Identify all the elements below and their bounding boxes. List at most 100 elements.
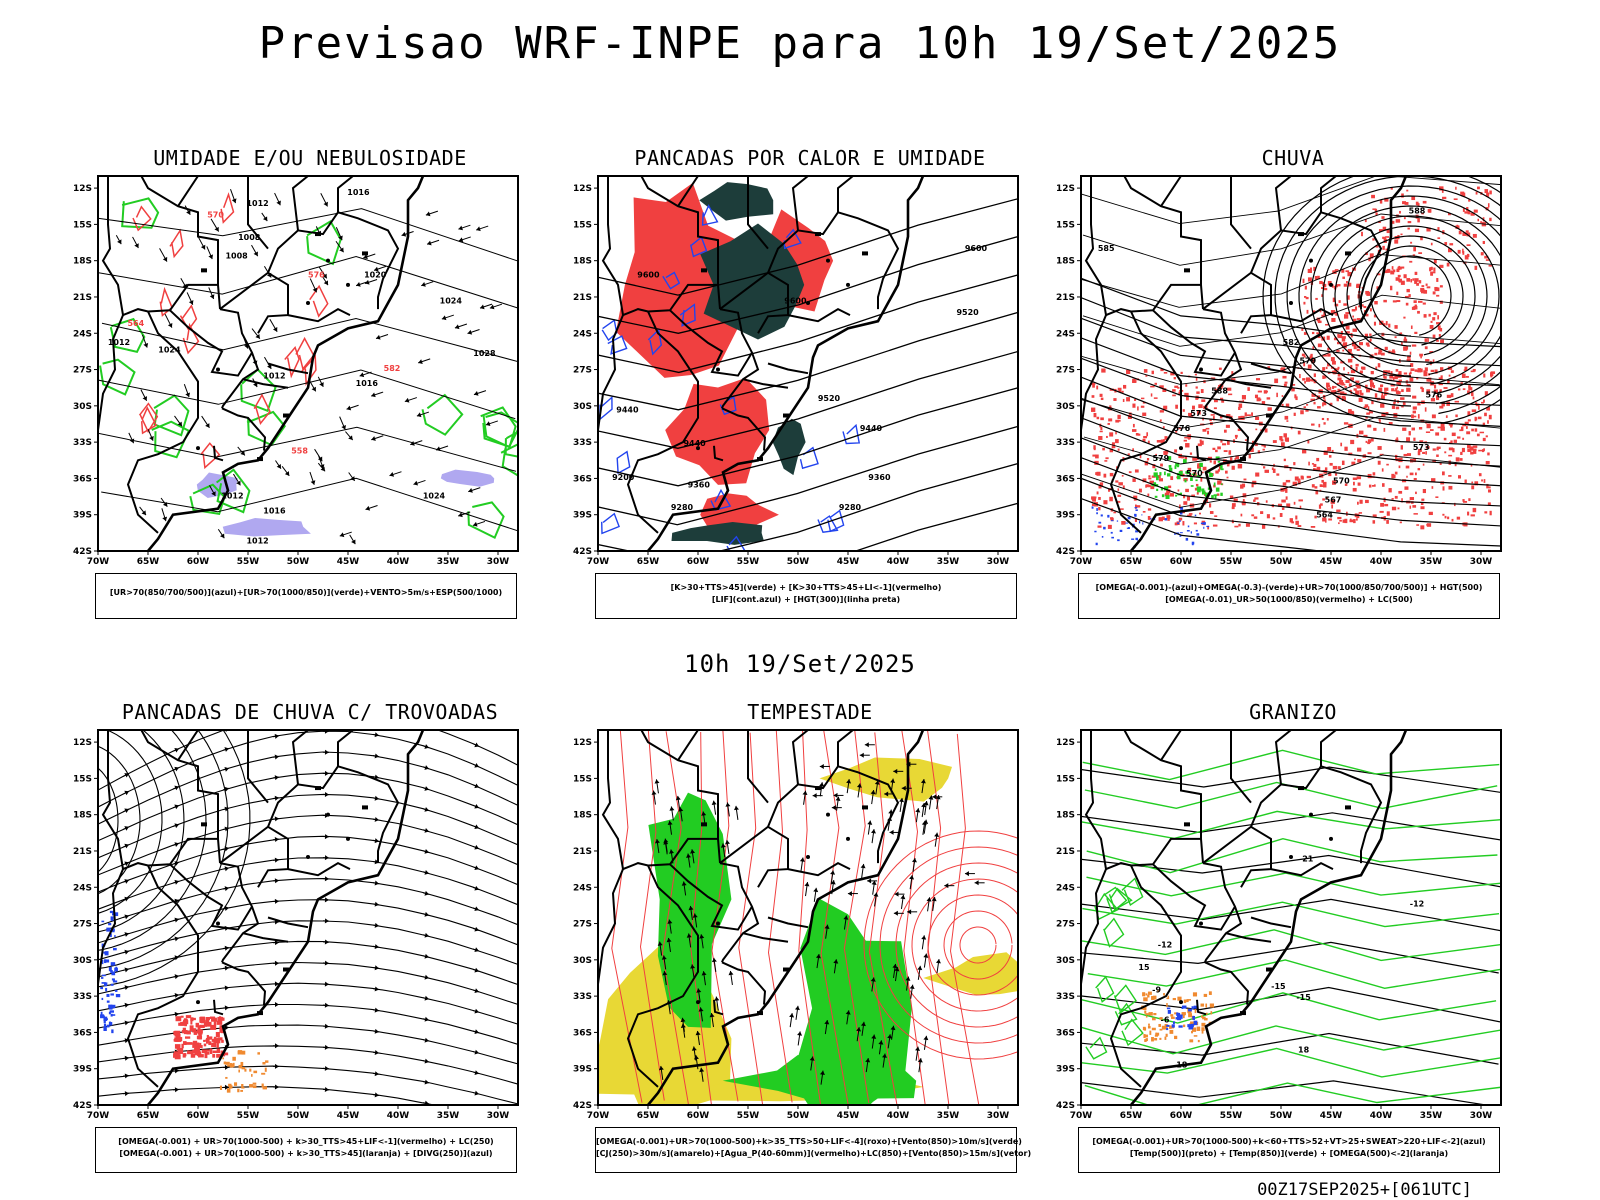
contour-label: 576 (1425, 390, 1442, 399)
lat-tick-label: 30S (1056, 956, 1075, 966)
island-marker (716, 922, 720, 926)
contour-label: -9 (1152, 986, 1161, 995)
streamline-arrow (373, 711, 379, 716)
lon-tick-label: 45W (837, 1111, 860, 1121)
island-marker (326, 259, 330, 263)
panel-trovoadas: PANCADAS DE CHUVA C/ TROVOADAS 12S 15S 18S 2… (70, 700, 550, 1180)
lon-tick-label: 40W (887, 1111, 910, 1121)
contour-label: 9280 (839, 503, 862, 512)
lat-tick-label: 21S (1056, 847, 1075, 857)
lon-tick-label: 30W (1470, 557, 1493, 567)
streamline-arrow (173, 1106, 179, 1111)
contour-label: 1012 (108, 338, 130, 347)
legend-line: [K>30+TTS>45](verde) + [K>30+TTS>45+LI<-… (596, 582, 1016, 594)
lat-tick-label: 24S (73, 883, 92, 893)
lat-tick-label: 27S (1056, 366, 1075, 376)
contour-label: 18 (1298, 1046, 1310, 1055)
lat-tick-label: 36S (1056, 474, 1075, 484)
lat-tick-label: 27S (573, 366, 592, 376)
lat-tick-label: 18S (73, 811, 92, 821)
lake-marker (362, 805, 368, 809)
lon-tick-label: 55W (237, 1111, 260, 1121)
lon-tick-label: 60W (687, 1111, 710, 1121)
streamline-arrow (423, 723, 429, 728)
contour-label: 582 (1283, 338, 1300, 347)
island-marker (1179, 446, 1183, 450)
lat-tick-label: 18S (573, 811, 592, 821)
lake-marker (701, 822, 707, 826)
island-marker (346, 837, 350, 841)
lat-tick-label: 33S (1056, 992, 1075, 1002)
contour-label: 9440 (683, 439, 706, 448)
contour-label: 570 (1333, 477, 1350, 486)
lat-tick-label: 42S (573, 547, 592, 557)
island-marker (806, 301, 810, 305)
lat-tick-label: 24S (1056, 883, 1075, 893)
contour-label: 558 (291, 447, 308, 456)
lon-tick-label: 50W (1270, 557, 1293, 567)
lon-tick-label: 70W (87, 557, 110, 567)
map-chuva: 5885855825795765735705675645795765735705… (1053, 146, 1533, 586)
contour-label: 585 (1098, 244, 1115, 253)
lat-tick-label: 33S (573, 438, 592, 448)
lat-tick-label: 18S (1056, 811, 1075, 821)
pacific-coastline (33, 730, 96, 1105)
lat-tick-label: 27S (73, 366, 92, 376)
contour-label: -6 (1161, 1016, 1170, 1025)
lon-tick-label: 60W (187, 1111, 210, 1121)
lat-tick-label: 42S (1056, 1101, 1075, 1111)
lon-tick-label: 65W (1120, 1111, 1143, 1121)
legend-box: [K>30+TTS>45](verde) + [K>30+TTS>45+LI<-… (595, 573, 1017, 619)
lat-tick-label: 12S (73, 738, 92, 748)
island-marker (216, 368, 220, 372)
lake-marker (1298, 786, 1304, 790)
lat-tick-label: 39S (1056, 1065, 1075, 1075)
contour-label: 564 (127, 319, 144, 328)
lake-marker (815, 786, 821, 790)
lake-marker (862, 251, 868, 255)
map-pancadas_calor: 9600960095209520944094409360936092809280… (570, 146, 1050, 586)
legend-line: [CJ(250)>30m/s](amarelo)+[Agua_P(40-60mm… (596, 1148, 1016, 1160)
lake-marker (257, 457, 263, 461)
lat-tick-label: 27S (1056, 920, 1075, 930)
contour-label: 579 (1152, 454, 1169, 463)
island-marker (1199, 368, 1203, 372)
lake-marker (315, 232, 321, 236)
contour-label: 1028 (473, 349, 496, 358)
panel-chuva: CHUVA 588 585 582 579 576 573 570 567 564 579 576 57… (1053, 146, 1533, 626)
lat-tick-label: 24S (573, 329, 592, 339)
contour-label: 9600 (965, 244, 988, 253)
island-marker (306, 301, 310, 305)
island-marker (806, 855, 810, 859)
lon-tick-label: 55W (1220, 557, 1243, 567)
lat-tick-label: 12S (573, 738, 592, 748)
contour-label: 9360 (688, 480, 711, 489)
lake-marker (1345, 805, 1351, 809)
lat-tick-label: 18S (73, 257, 92, 267)
lat-tick-label: 15S (73, 774, 92, 784)
run-footer: 00Z17SEP2025+[061UTC] (1257, 1180, 1472, 1200)
lon-tick-label: 35W (437, 557, 460, 567)
lat-tick-label: 39S (1056, 511, 1075, 521)
panel-umidade: UMIDADE E/OU NEBULOSIDADE 1016 1012 1008 102… (70, 146, 550, 626)
lat-tick-label: 15S (1056, 774, 1075, 784)
lake-marker (1184, 822, 1190, 826)
lon-tick-label: 70W (87, 1111, 110, 1121)
contour-label: -12 (1410, 899, 1424, 908)
streamline-arrow (423, 1122, 429, 1127)
lat-tick-label: 12S (573, 184, 592, 194)
streamline-arrow (473, 1111, 479, 1116)
lat-tick-label: 24S (1056, 329, 1075, 339)
legend-box: [OMEGA(-0.001)+UR>70(1000-500)+k>35_TTS>… (595, 1127, 1017, 1173)
legend-line: [OMEGA(-0.001) + UR>70(1000-500) + k>30_… (96, 1136, 516, 1148)
map-trovoadas: 12S15S18S21S24S27S30S33S36S39S42S70W 65W 6… (70, 700, 550, 1140)
lat-tick-label: 33S (1056, 438, 1075, 448)
contour-label: 573 (1190, 409, 1207, 418)
streamline-arrow (373, 1114, 379, 1119)
lake-marker (201, 268, 207, 272)
contour-label: 573 (1413, 443, 1430, 452)
contour-label: 9360 (868, 473, 891, 482)
lon-tick-label: 35W (437, 1111, 460, 1121)
lon-tick-label: 35W (937, 1111, 960, 1121)
lon-tick-label: 35W (1420, 1111, 1443, 1121)
